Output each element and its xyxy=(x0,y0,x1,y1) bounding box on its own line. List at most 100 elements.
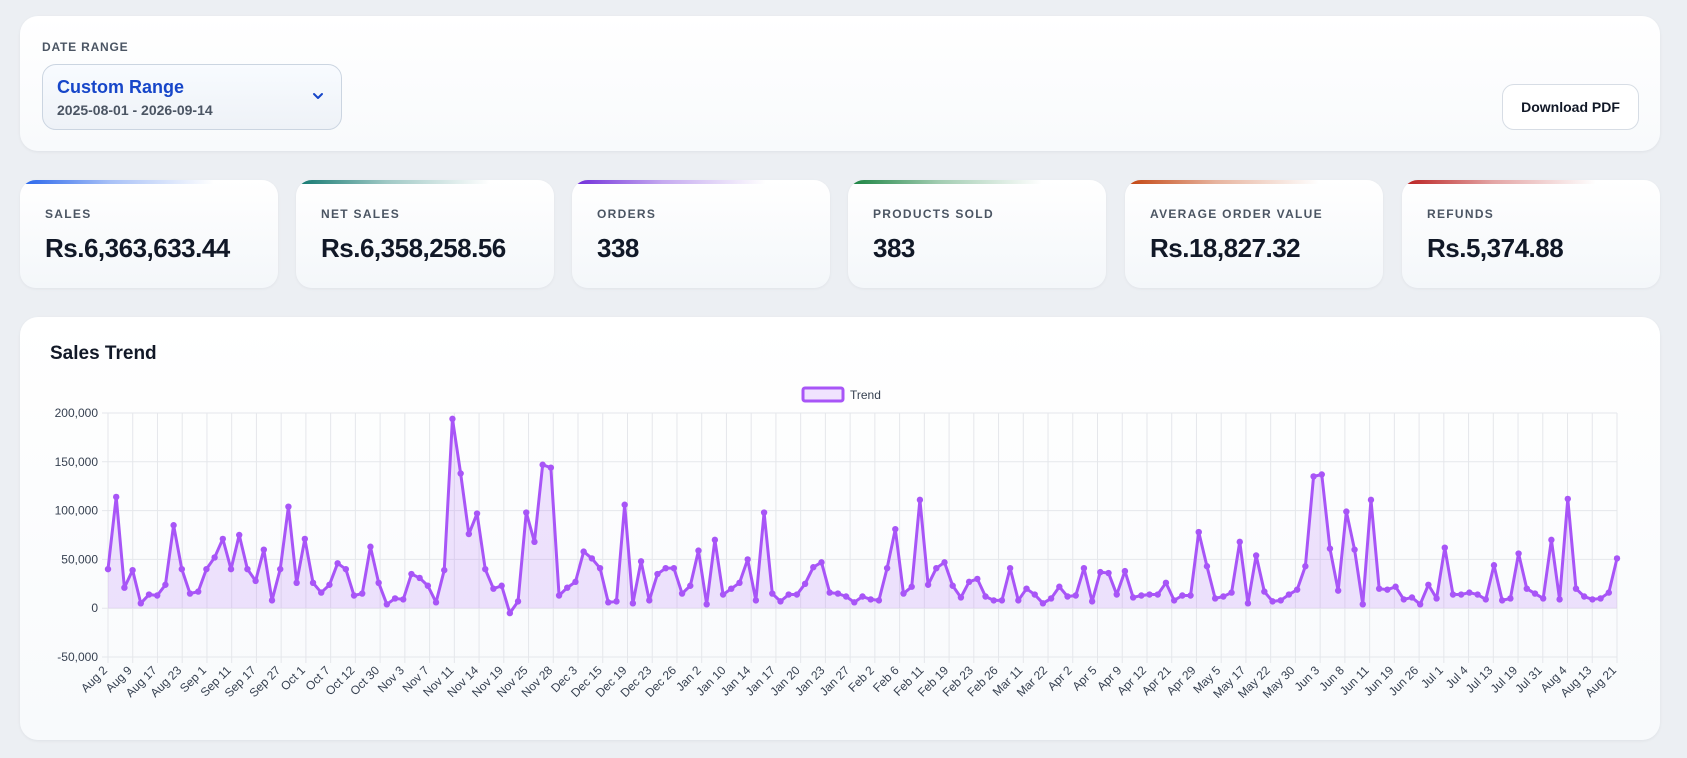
trend-data-point xyxy=(1031,591,1038,598)
trend-data-point xyxy=(506,609,514,617)
kpi-label: NET SALES xyxy=(321,207,401,221)
trend-data-point xyxy=(268,597,276,604)
kpi-card-refunds: REFUNDS Rs.5,374.88 xyxy=(1402,180,1660,288)
trend-data-point xyxy=(1293,586,1301,593)
trend-data-point xyxy=(1138,592,1145,599)
trend-data-point xyxy=(555,592,563,599)
trend-data-point xyxy=(498,582,505,589)
trend-data-point xyxy=(1269,598,1276,605)
trend-data-point xyxy=(572,578,579,586)
trend-data-point xyxy=(416,574,423,582)
trend-data-point xyxy=(875,597,883,604)
trend-data-point xyxy=(998,597,1006,604)
trend-data-point xyxy=(449,415,456,423)
kpi-value: 383 xyxy=(873,233,915,263)
trend-data-point xyxy=(728,585,735,592)
trend-data-point xyxy=(621,501,628,508)
trend-data-point xyxy=(244,565,251,573)
trend-area xyxy=(108,418,1617,614)
trend-data-point xyxy=(203,565,210,573)
trend-data-point xyxy=(1367,496,1375,504)
kpi-accent-bar xyxy=(572,180,830,184)
trend-data-point xyxy=(1220,593,1227,600)
trend-data-point xyxy=(1548,536,1555,544)
trend-data-point xyxy=(1564,495,1571,503)
trend-data-point xyxy=(1236,538,1243,546)
trend-data-point xyxy=(252,577,259,585)
trend-data-point xyxy=(1072,592,1079,599)
trend-data-point xyxy=(851,599,858,606)
trend-data-point xyxy=(1498,597,1506,604)
trend-data-point xyxy=(391,595,399,602)
trend-data-point xyxy=(1605,589,1613,596)
y-tick-label: 150,000 xyxy=(55,455,99,469)
trend-data-point xyxy=(523,509,530,516)
trend-data-point xyxy=(1343,508,1350,515)
selected-range-name: Custom Range xyxy=(57,77,185,97)
legend-label: Trend xyxy=(850,388,881,402)
trend-data-point xyxy=(170,522,177,529)
trend-data-point xyxy=(236,531,243,539)
trend-data-point xyxy=(957,594,965,601)
trend-data-point xyxy=(301,535,309,543)
trend-data-point xyxy=(1047,595,1055,602)
chart-title: Sales Trend xyxy=(50,343,157,364)
selected-range-dates: 2025-08-01 - 2026-09-14 xyxy=(57,102,213,118)
download-pdf-button[interactable]: Download PDF xyxy=(1502,84,1639,130)
trend-data-point xyxy=(1507,595,1514,602)
trend-data-point xyxy=(588,555,596,562)
trend-data-point xyxy=(375,579,382,587)
trend-data-point xyxy=(769,590,776,597)
trend-data-point xyxy=(1121,567,1129,575)
x-tick-label: Jun 3 xyxy=(1292,663,1323,694)
y-tick-label: 50,000 xyxy=(61,552,98,566)
trend-data-point xyxy=(1228,589,1235,596)
x-tick-label: Oct 1 xyxy=(278,663,308,693)
trend-data-point xyxy=(1581,593,1588,600)
trend-data-point xyxy=(154,592,161,599)
kpi-card-average-order-value: AVERAGE ORDER VALUE Rs.18,827.32 xyxy=(1125,180,1383,288)
trend-data-point xyxy=(482,565,489,573)
x-tick-label: Apr 2 xyxy=(1045,663,1075,693)
trend-data-point xyxy=(1006,564,1014,572)
trend-data-point xyxy=(785,591,792,598)
trend-data-point xyxy=(441,566,448,574)
kpi-value: Rs.6,363,633.44 xyxy=(45,233,230,263)
trend-data-point xyxy=(1261,588,1268,595)
kpi-accent-bar xyxy=(20,180,278,184)
trend-data-point xyxy=(974,575,981,583)
kpi-accent-bar xyxy=(296,180,554,184)
trend-data-point xyxy=(211,554,218,561)
trend-data-point xyxy=(1154,591,1161,598)
trend-data-point xyxy=(178,565,186,573)
kpi-value: Rs.6,358,258.56 xyxy=(321,233,506,263)
trend-data-point xyxy=(1589,596,1596,603)
date-range-select[interactable]: Custom Range 2025-08-01 - 2026-09-14 xyxy=(42,64,342,130)
kpi-label: PRODUCTS SOLD xyxy=(873,207,994,221)
y-tick-label: 200,000 xyxy=(55,406,99,420)
trend-data-point xyxy=(186,590,194,597)
trend-data-point xyxy=(104,565,112,573)
trend-data-point xyxy=(736,579,743,587)
trend-data-point xyxy=(982,593,989,600)
trend-data-point xyxy=(531,538,538,546)
chevron-down-icon xyxy=(313,93,323,99)
trend-data-point xyxy=(1023,585,1030,592)
trend-data-point xyxy=(1195,528,1202,536)
trend-data-point xyxy=(1523,585,1530,592)
x-tick-label: Jul 19 xyxy=(1488,663,1521,696)
trend-data-point xyxy=(703,601,710,608)
kpi-label: SALES xyxy=(45,207,92,221)
trend-data-point xyxy=(1597,595,1604,602)
trend-data-point xyxy=(826,589,833,596)
trend-data-point xyxy=(1039,600,1047,607)
trend-data-point xyxy=(629,600,637,607)
kpi-value: 338 xyxy=(597,233,639,263)
x-tick-label: Apr 5 xyxy=(1069,663,1099,693)
trend-data-point xyxy=(293,579,300,587)
trend-data-point xyxy=(1302,563,1309,570)
trend-data-point xyxy=(949,582,956,589)
trend-data-point xyxy=(1531,590,1539,597)
trend-data-point xyxy=(1113,591,1120,598)
kpi-card-products-sold: PRODUCTS SOLD 383 xyxy=(848,180,1106,288)
